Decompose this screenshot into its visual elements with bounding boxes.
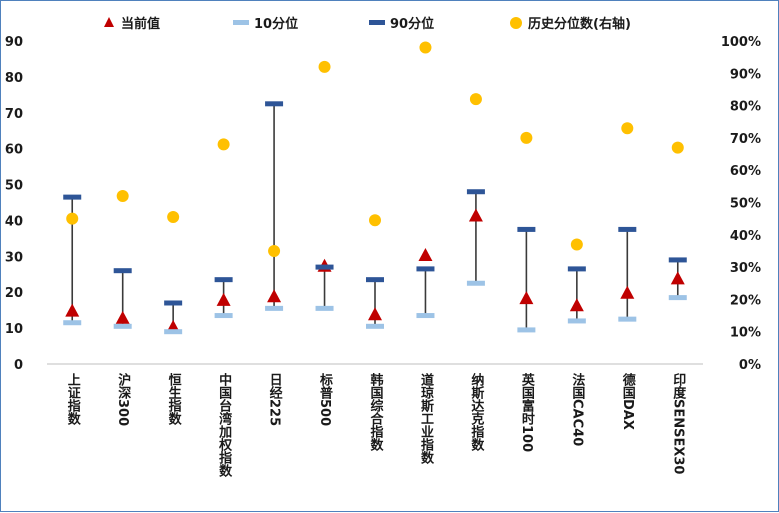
y-right-tick-label: 40%: [730, 229, 761, 244]
category-label: 中国台湾加权指数: [216, 372, 233, 478]
category-label: 恒生指数: [166, 372, 182, 426]
p90-marker: [416, 266, 435, 272]
percentile-rank-marker: [419, 41, 432, 54]
y-right-tick-label: 90%: [730, 67, 761, 82]
y-left-tick-label: 50: [5, 179, 23, 194]
y-left-tick-label: 30: [5, 250, 23, 265]
category-label: 英国富时100: [519, 372, 536, 452]
y-left-tick-label: 70: [5, 107, 23, 122]
percentile-rank-marker: [268, 244, 281, 257]
p90-marker: [214, 277, 233, 283]
p10-marker: [466, 280, 485, 286]
legend-triangle-icon: [104, 17, 114, 27]
y-left-tick-label: 80: [5, 71, 23, 86]
percentile-rank-marker: [621, 122, 634, 135]
p90-marker: [517, 226, 536, 232]
y-right-tick-label: 70%: [730, 132, 761, 147]
category-label: 上证指数: [65, 373, 81, 426]
percentile-rank-marker: [469, 93, 482, 106]
axes: 0 10 20 30 40 50 60 70 80 90 0% 10% 20% 30% 40% 50% 60% 7…: [5, 35, 761, 373]
p10-marker: [567, 318, 586, 324]
p90-marker: [164, 300, 183, 306]
p90-marker: [315, 264, 334, 270]
category-label: 德国DAX: [620, 372, 636, 429]
legend-label: 当前值: [121, 16, 160, 32]
current-value-marker: [670, 271, 685, 285]
percentile-rank-marker: [671, 141, 684, 154]
p10-marker: [517, 327, 536, 333]
percentile-rank-marker: [520, 131, 533, 144]
category-label: 日经225: [267, 373, 283, 426]
percentile-rank-marker: [318, 60, 331, 73]
current-value-marker: [216, 292, 231, 306]
p90-marker: [668, 257, 687, 263]
current-value-marker: [620, 285, 635, 299]
p10-marker: [416, 313, 435, 319]
y-right-tick-label: 20%: [730, 293, 761, 308]
y-left-tick-label: 20: [5, 286, 23, 301]
p10-marker: [164, 329, 183, 335]
category-label: 韩国综合指数: [368, 372, 384, 452]
category-label: 法国CAC40: [569, 372, 585, 446]
y-right-tick-label: 50%: [730, 197, 761, 212]
p90-marker: [466, 189, 485, 195]
p90-marker: [113, 268, 132, 274]
category-label: 沪深300: [115, 372, 131, 426]
p90-marker: [63, 194, 82, 200]
percentile-rank-marker: [369, 214, 381, 227]
category-label: 纳斯达克指数: [468, 372, 484, 452]
current-value-marker: [418, 248, 433, 262]
p10-marker: [668, 295, 687, 301]
y-left-tick-label: 60: [5, 143, 23, 158]
category-label: 印度SENSEX30: [670, 373, 686, 474]
p10-marker: [265, 305, 284, 311]
p10-marker: [214, 313, 233, 319]
p90-marker: [366, 277, 384, 283]
p10-marker: [315, 305, 334, 311]
current-value-marker: [368, 307, 382, 321]
legend-label: 90分位: [390, 16, 434, 32]
p10-marker: [113, 323, 132, 329]
p10-marker: [366, 323, 384, 329]
chart-marks: [63, 41, 687, 335]
p90-marker: [567, 266, 586, 272]
percentile-rank-marker: [570, 238, 583, 251]
y-left-tick-label: 0: [14, 358, 23, 373]
percentile-rank-marker: [217, 138, 230, 151]
percentile-rank-marker: [66, 212, 79, 225]
p90-marker: [265, 101, 284, 107]
y-right-tick-label: 80%: [730, 100, 761, 115]
category-label: 道琼斯工业指数: [418, 372, 434, 465]
category-labels: 上证指数 沪深300 恒生指数 中国台湾加权指数 日经225 标普500 韩国综合指数 道琼斯…: [65, 372, 686, 478]
y-right-tick-label: 10%: [730, 326, 761, 341]
y-left-tick-label: 10: [5, 322, 23, 337]
y-right-tick-label: 30%: [730, 261, 761, 276]
legend-label: 历史分位数(右轴): [528, 16, 631, 32]
legend: 当前值 10分位 90分位 历史分位数(右轴): [104, 16, 631, 32]
current-value-marker: [569, 298, 584, 312]
legend-label: 10分位: [254, 16, 298, 32]
p90-marker: [618, 226, 637, 232]
current-value-marker: [115, 310, 130, 324]
current-value-marker: [468, 208, 483, 222]
y-left-tick-label: 90: [5, 35, 23, 50]
legend-p90-icon: [369, 20, 385, 25]
current-value-marker: [65, 303, 80, 317]
y-right-tick-label: 0%: [739, 358, 761, 373]
p10-marker: [63, 320, 82, 326]
current-value-marker: [267, 289, 282, 303]
y-left-tick-label: 40: [5, 214, 23, 229]
y-right-tick-label: 60%: [730, 164, 761, 179]
legend-circle-icon: [510, 17, 522, 29]
current-value-marker: [519, 291, 534, 305]
y-right-tick-label: 100%: [721, 35, 761, 50]
legend-p10-icon: [233, 20, 249, 25]
percentile-rank-marker: [167, 211, 180, 224]
category-label: 标普500: [317, 372, 334, 426]
p10-marker: [618, 316, 637, 322]
percentile-rank-marker: [116, 190, 129, 203]
